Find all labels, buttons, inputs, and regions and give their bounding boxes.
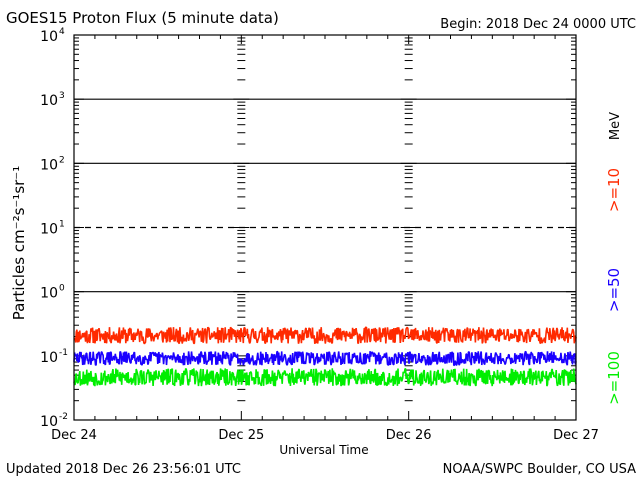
- y-tick-label-exponent: 4: [59, 27, 65, 37]
- legend-label: >=50: [605, 268, 623, 312]
- unit-label: MeV: [608, 112, 623, 140]
- legend-label: >=10: [605, 168, 623, 212]
- y-axis-label: Particles cm⁻²s⁻¹sr⁻¹: [10, 166, 28, 320]
- y-tick-label-exponent: 1: [59, 220, 65, 230]
- x-tick-label: Dec 27: [553, 428, 599, 443]
- series-line: [73, 367, 577, 387]
- x-axis-label: Universal Time: [279, 443, 368, 457]
- legend-label: >=100: [605, 351, 623, 405]
- x-tick-label: Dec 25: [218, 428, 264, 443]
- y-tick-label: 10: [40, 93, 58, 109]
- series-line: [73, 350, 577, 367]
- y-tick-label-exponent: -2: [59, 412, 68, 422]
- plot-frame: [73, 34, 577, 421]
- y-tick-label: 10: [40, 414, 58, 430]
- x-tick-label: Dec 26: [386, 428, 432, 443]
- chart-title: GOES15 Proton Flux (5 minute data): [6, 9, 279, 27]
- y-tick-label: 10: [40, 157, 58, 173]
- updated-label: Updated 2018 Dec 26 23:56:01 UTC: [6, 462, 241, 477]
- y-tick-label-exponent: 3: [59, 91, 65, 101]
- begin-label: Begin: 2018 Dec 24 0000 UTC: [440, 17, 636, 32]
- x-tick-label: Dec 24: [51, 428, 97, 443]
- y-tick-label-exponent: -1: [59, 348, 68, 358]
- y-tick-label: 10: [40, 222, 58, 238]
- credit-label: NOAA/SWPC Boulder, CO USA: [443, 462, 636, 477]
- y-tick-label: 10: [40, 286, 58, 302]
- y-tick-label-exponent: 0: [59, 284, 65, 294]
- series-line: [73, 326, 577, 345]
- y-tick-label: 10: [40, 350, 58, 366]
- y-tick-label: 10: [40, 29, 58, 45]
- y-tick-label-exponent: 2: [59, 155, 65, 165]
- legend: >=10 >=50 >=100 MeV: [605, 112, 623, 405]
